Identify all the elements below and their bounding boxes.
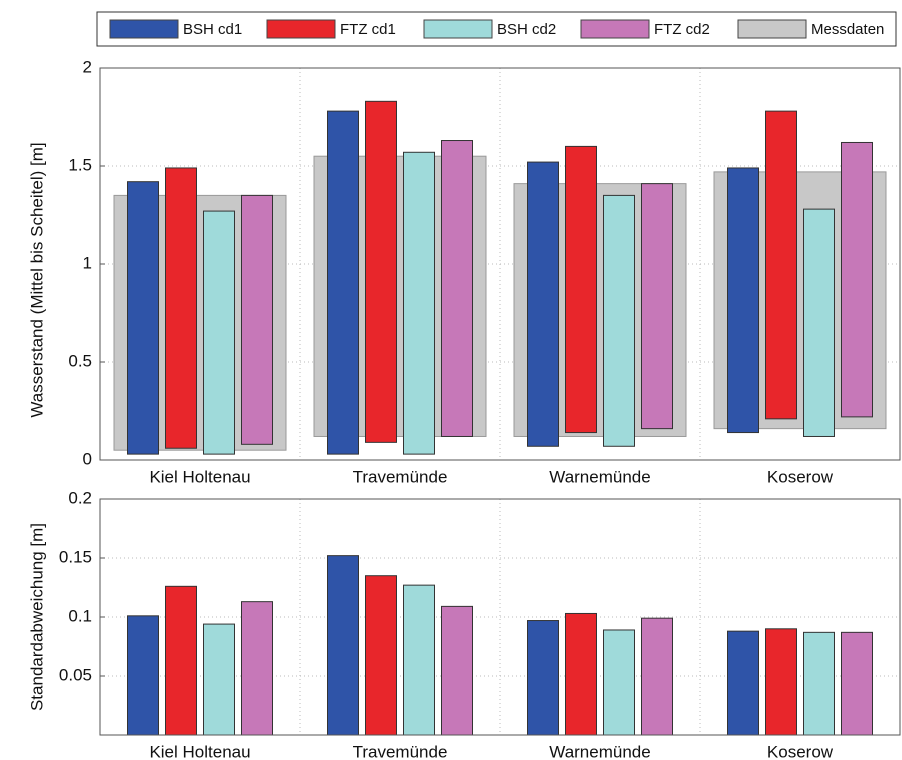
range-bar	[803, 208, 835, 437]
y-tick-label: 0.1	[68, 606, 92, 625]
y-tick-label: 0.5	[68, 351, 92, 370]
y-tick-label: 1.5	[68, 155, 92, 174]
legend-label: Messdaten	[811, 21, 884, 38]
range-bar	[127, 181, 159, 455]
range-bar	[241, 194, 273, 445]
bar	[203, 623, 235, 736]
legend-label: BSH cd2	[497, 21, 556, 38]
bar	[127, 615, 159, 736]
x-tick-label: Travemünde	[353, 742, 448, 760]
legend-swatch	[266, 19, 336, 39]
bar	[403, 584, 435, 736]
range-bar	[641, 183, 673, 430]
range-bar	[527, 161, 559, 447]
bar	[641, 617, 673, 736]
y-axis-label: Wasserstand (Mittel bis Scheitel) [m]	[27, 142, 46, 417]
bar	[327, 555, 359, 736]
range-bar	[365, 100, 397, 443]
plot-frame	[99, 498, 901, 736]
legend-swatch	[423, 19, 493, 39]
legend-label: FTZ cd1	[340, 21, 396, 38]
legend-label: BSH cd1	[183, 21, 242, 38]
y-tick-label: 0.15	[59, 547, 92, 566]
x-tick-label: Warnemünde	[549, 467, 650, 486]
range-bar	[841, 141, 873, 418]
range-bar	[727, 167, 759, 434]
y-tick-label: 2	[83, 57, 92, 76]
range-bar	[565, 145, 597, 434]
bar	[803, 631, 835, 736]
y-tick-label: 0	[83, 449, 92, 468]
y-tick-label: 0.05	[59, 665, 92, 684]
y-tick-label: 1	[83, 253, 92, 272]
legend-swatch	[580, 19, 650, 39]
bar	[765, 628, 797, 736]
x-tick-label: Koserow	[767, 467, 834, 486]
legend-swatch	[109, 19, 179, 39]
range-bar	[603, 194, 635, 447]
bar	[527, 620, 559, 736]
range-bar	[403, 151, 435, 455]
legend-swatch	[737, 19, 807, 39]
x-tick-label: Koserow	[767, 742, 834, 760]
legend-label: FTZ cd2	[654, 21, 710, 38]
range-bar	[441, 140, 473, 437]
x-tick-label: Kiel Holtenau	[149, 742, 250, 760]
y-tick-label: 0.2	[68, 488, 92, 507]
x-tick-label: Warnemünde	[549, 742, 650, 760]
plot-frame	[99, 67, 901, 461]
bar	[441, 605, 473, 736]
bar	[727, 630, 759, 736]
bar	[165, 585, 197, 736]
bar	[241, 601, 273, 736]
bar	[365, 575, 397, 736]
bar	[565, 612, 597, 736]
range-bar	[327, 110, 359, 455]
range-bar	[165, 167, 197, 449]
x-tick-label: Kiel Holtenau	[149, 467, 250, 486]
bar	[603, 629, 635, 736]
range-bar	[203, 210, 235, 455]
range-bar	[765, 110, 797, 420]
bar	[841, 631, 873, 736]
y-axis-label: Standardabweichung [m]	[27, 523, 46, 711]
x-tick-label: Travemünde	[353, 467, 448, 486]
